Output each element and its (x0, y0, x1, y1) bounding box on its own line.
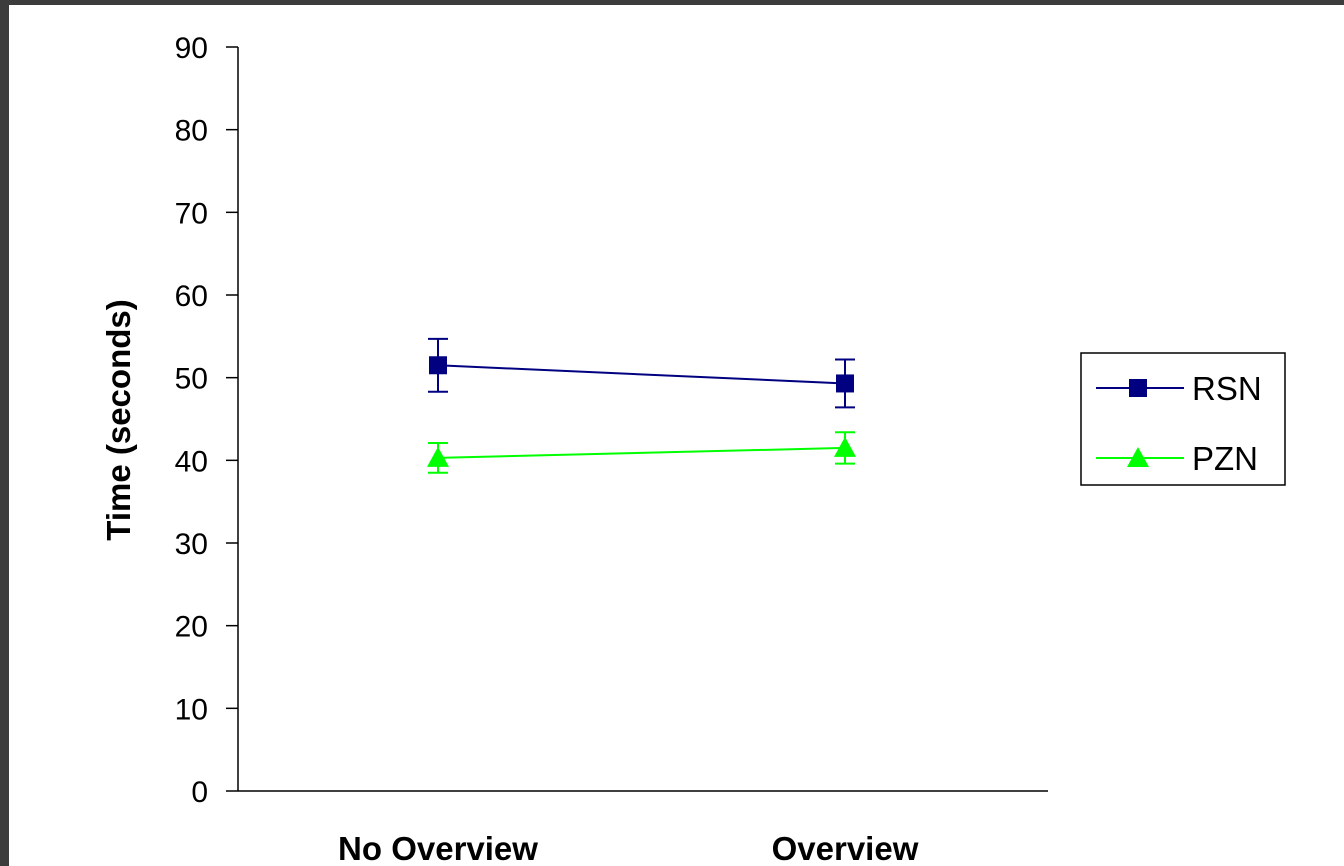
x-axis-category-labels: No Overview Overview (338, 830, 919, 866)
legend-marker (1129, 379, 1147, 397)
series-line (437, 446, 846, 459)
series-pzn (427, 431, 856, 474)
data-point (429, 356, 447, 375)
y-tick-label: 10 (175, 693, 208, 726)
series-line (437, 364, 846, 385)
data-point (427, 446, 449, 467)
legend-label: PZN (1192, 440, 1258, 477)
y-tick-label: 30 (175, 528, 208, 561)
y-tick-label: 80 (175, 115, 208, 148)
y-tick-label: 70 (175, 197, 208, 230)
data-point (836, 374, 854, 393)
y-tick-label: 60 (175, 280, 208, 313)
y-axis-title: Time (seconds) (100, 299, 137, 540)
y-tick-label: 40 (175, 445, 208, 478)
data-point (834, 436, 856, 457)
legend: RSN PZN (1080, 352, 1286, 486)
y-tick-label: 0 (191, 776, 208, 809)
y-tick-label: 90 (175, 32, 208, 65)
plot-area (427, 337, 856, 474)
legend-box (1080, 352, 1286, 486)
y-tick-label: 50 (175, 363, 208, 396)
series-rsn (428, 337, 855, 409)
legend-label: RSN (1192, 370, 1262, 407)
y-tick-label: 20 (175, 611, 208, 644)
x-category-label: Overview (772, 830, 919, 866)
legend-marker (1127, 447, 1149, 467)
y-axis-ticks: 0 10 20 30 40 50 60 70 80 90 (175, 32, 238, 809)
chart-axes (237, 47, 1048, 792)
x-category-label: No Overview (338, 830, 538, 866)
